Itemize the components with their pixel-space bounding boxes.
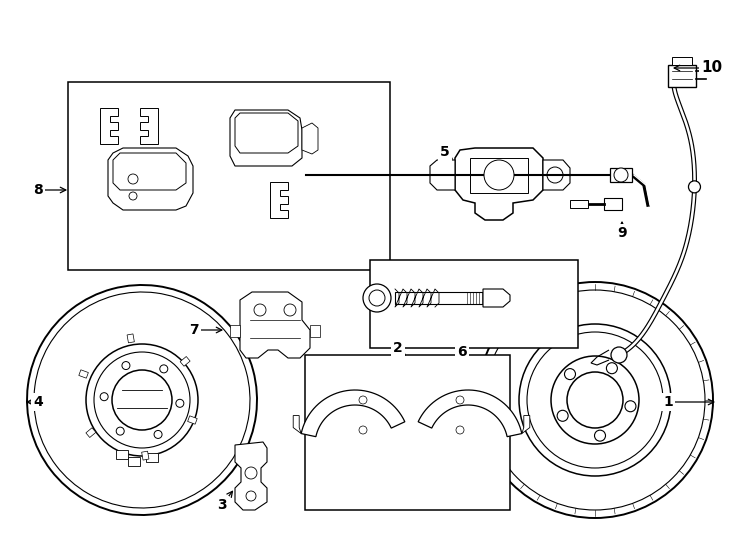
Bar: [668, 65, 696, 87]
Polygon shape: [483, 289, 510, 307]
Circle shape: [116, 427, 124, 435]
Circle shape: [284, 304, 296, 316]
Bar: [142, 451, 149, 460]
Bar: [86, 428, 96, 437]
Polygon shape: [100, 108, 118, 144]
Polygon shape: [455, 148, 543, 220]
Text: 6: 6: [457, 345, 467, 359]
Circle shape: [567, 372, 623, 428]
Circle shape: [359, 426, 367, 434]
Circle shape: [100, 393, 108, 401]
Bar: [188, 416, 197, 424]
Polygon shape: [301, 390, 405, 437]
Text: 10: 10: [702, 60, 722, 76]
Bar: [310, 325, 320, 337]
Bar: [116, 450, 128, 459]
Polygon shape: [430, 160, 455, 190]
Circle shape: [564, 369, 575, 380]
Circle shape: [363, 284, 391, 312]
Circle shape: [484, 160, 514, 190]
Text: 5: 5: [440, 145, 450, 159]
Text: 9: 9: [617, 226, 627, 240]
Polygon shape: [543, 160, 570, 190]
Bar: [79, 370, 88, 378]
Circle shape: [359, 396, 367, 404]
Circle shape: [246, 491, 256, 501]
Bar: [230, 325, 240, 337]
Polygon shape: [293, 416, 301, 434]
Circle shape: [176, 399, 184, 407]
Text: 7: 7: [189, 323, 199, 337]
Circle shape: [625, 401, 636, 412]
Circle shape: [245, 467, 257, 479]
Circle shape: [547, 167, 563, 183]
Circle shape: [456, 426, 464, 434]
Bar: [604, 198, 622, 210]
Polygon shape: [108, 148, 193, 210]
Polygon shape: [235, 442, 267, 510]
Polygon shape: [230, 110, 302, 166]
Bar: [146, 453, 158, 462]
Circle shape: [456, 396, 464, 404]
Circle shape: [611, 347, 627, 363]
Polygon shape: [240, 292, 310, 358]
Polygon shape: [140, 108, 158, 144]
Bar: [305, 355, 510, 510]
Polygon shape: [418, 390, 522, 437]
Circle shape: [551, 356, 639, 444]
Circle shape: [160, 365, 168, 373]
Polygon shape: [270, 182, 288, 218]
Circle shape: [688, 181, 700, 193]
Circle shape: [254, 304, 266, 316]
Text: 1: 1: [663, 395, 673, 409]
Circle shape: [614, 168, 628, 182]
Text: 3: 3: [217, 498, 227, 512]
Bar: [180, 356, 190, 366]
Bar: [570, 200, 588, 208]
Bar: [470, 158, 528, 193]
Bar: [128, 457, 140, 466]
Circle shape: [595, 430, 606, 441]
Bar: [395, 292, 483, 304]
Text: 8: 8: [33, 183, 43, 197]
Circle shape: [606, 363, 617, 374]
Polygon shape: [235, 113, 298, 153]
Polygon shape: [522, 416, 530, 434]
Circle shape: [557, 410, 568, 421]
Bar: [370, 260, 578, 348]
Circle shape: [369, 290, 385, 306]
Polygon shape: [302, 123, 318, 154]
Circle shape: [129, 192, 137, 200]
Bar: [127, 334, 134, 343]
Polygon shape: [113, 153, 186, 190]
Text: 4: 4: [33, 395, 43, 409]
Circle shape: [122, 362, 130, 369]
Bar: [672, 57, 692, 65]
Bar: [68, 82, 390, 270]
Circle shape: [154, 430, 162, 438]
Circle shape: [112, 370, 172, 430]
Bar: [610, 168, 632, 182]
Circle shape: [128, 174, 138, 184]
Text: 2: 2: [393, 341, 403, 355]
